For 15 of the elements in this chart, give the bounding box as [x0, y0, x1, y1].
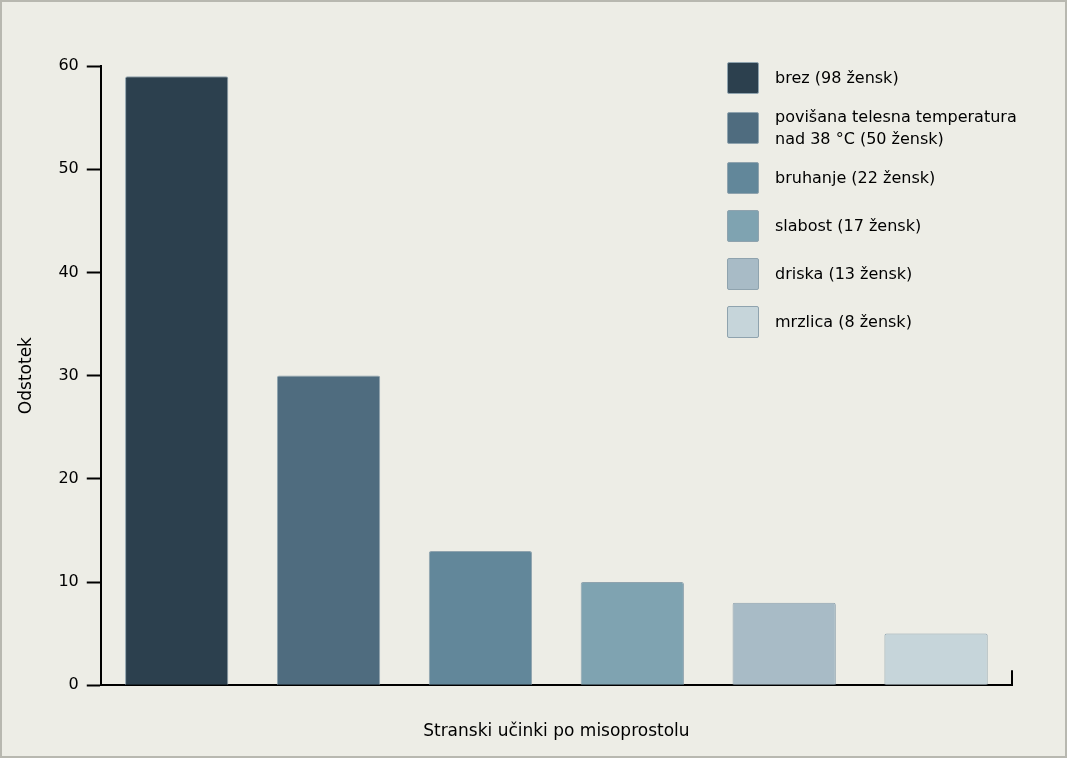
legend-label: bruhanje (22 žensk): [775, 167, 936, 189]
y-tick-label: 0: [68, 674, 79, 694]
legend-label: slabost (17 žensk): [775, 215, 922, 237]
y-tick-label: 30: [58, 364, 79, 384]
x-axis-title: Stranski učinki po misoprostolu: [423, 720, 690, 741]
legend-label: mrzlica (8 žensk): [775, 311, 912, 333]
y-tick-label: 60: [58, 55, 79, 75]
legend-label: driska (13 žensk): [775, 263, 913, 285]
legend-label: brez (98 žensk): [775, 67, 899, 89]
y-tick-label: 20: [58, 467, 79, 487]
y-tick-label: 50: [58, 158, 79, 178]
legend-label: povišana telesna temperatura nad 38 °C (50 žensk): [775, 106, 1018, 150]
y-tick-label: 40: [58, 261, 79, 281]
y-axis-title: Odstotek: [14, 336, 35, 415]
y-tick-label: 10: [58, 571, 79, 591]
